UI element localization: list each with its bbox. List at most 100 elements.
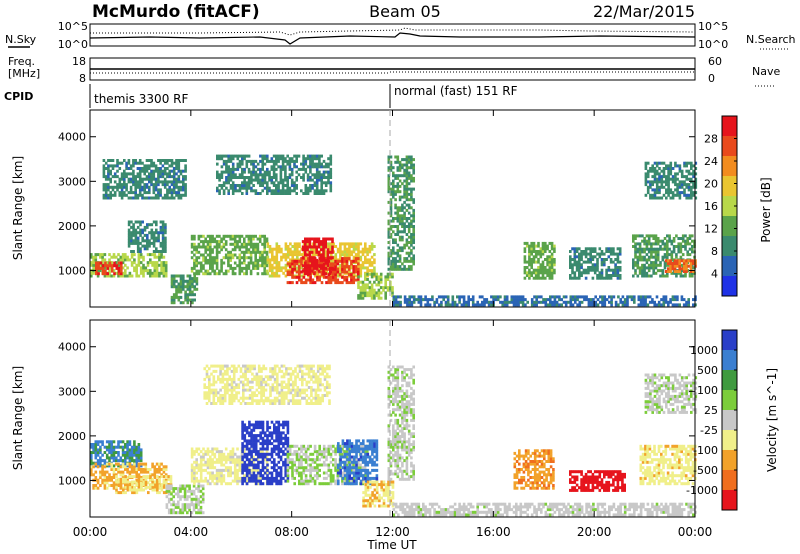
data-cell <box>202 447 205 451</box>
data-cell <box>108 253 111 257</box>
data-cell <box>229 474 232 478</box>
data-cell <box>652 247 655 251</box>
data-cell <box>186 298 190 302</box>
data-cell <box>377 288 381 292</box>
data-cell <box>211 264 214 268</box>
data-cell <box>155 263 159 267</box>
data-cell <box>193 482 196 486</box>
data-cell <box>211 258 214 262</box>
data-cell <box>172 295 176 299</box>
data-cell <box>616 255 620 259</box>
data-cell <box>660 180 664 184</box>
data-cell <box>231 256 235 260</box>
data-cell <box>598 255 602 259</box>
data-cell <box>268 176 271 179</box>
data-cell <box>172 500 175 504</box>
data-cell <box>687 303 690 307</box>
data-cell <box>249 269 253 273</box>
data-cell <box>550 274 554 277</box>
data-cell <box>396 265 400 269</box>
data-cell <box>224 447 228 451</box>
data-cell <box>551 303 554 307</box>
data-cell <box>694 183 698 187</box>
data-cell <box>304 259 308 263</box>
data-cell <box>128 470 132 474</box>
data-cell <box>279 189 283 193</box>
data-cell <box>449 303 452 307</box>
data-cell <box>263 261 266 265</box>
data-cell <box>384 291 387 295</box>
data-cell <box>275 250 279 254</box>
data-cell <box>222 242 226 246</box>
data-cell <box>311 154 314 158</box>
data-cell <box>148 231 151 235</box>
data-cell <box>184 175 187 179</box>
data-cell <box>598 247 602 251</box>
data-cell <box>550 276 554 280</box>
data-cell <box>94 451 98 454</box>
data-cell <box>229 178 233 182</box>
data-cell <box>197 261 201 265</box>
data-cell <box>652 234 655 238</box>
data-cell <box>389 203 393 207</box>
data-cell <box>201 487 205 491</box>
data-cell <box>209 455 212 459</box>
data-cell <box>603 295 607 299</box>
data-cell <box>284 253 288 257</box>
data-cell <box>126 464 129 468</box>
data-cell <box>243 272 246 276</box>
data-cell <box>674 164 677 168</box>
data-cell <box>304 245 307 249</box>
data-cell <box>394 300 398 304</box>
data-cell <box>266 261 270 265</box>
data-cell <box>195 447 198 451</box>
data-cell <box>322 275 326 279</box>
data-cell <box>155 228 158 232</box>
data-cell <box>341 250 344 254</box>
data-cell <box>646 191 650 195</box>
data-cell <box>247 250 251 254</box>
data-cell <box>249 261 253 265</box>
data-cell <box>582 252 586 256</box>
data-cell <box>318 176 321 179</box>
data-cell <box>96 269 100 273</box>
data-cell <box>99 253 102 257</box>
data-cell <box>304 278 308 282</box>
data-cell <box>424 303 427 307</box>
data-cell <box>398 238 402 242</box>
data-cell <box>617 295 620 299</box>
data-cell <box>641 255 644 259</box>
data-cell <box>153 269 157 273</box>
data-cell <box>186 505 189 509</box>
data-cell <box>329 266 332 270</box>
data-cell <box>548 263 552 267</box>
data-cell <box>288 189 292 193</box>
data-cell <box>412 211 415 215</box>
data-cell <box>389 267 393 271</box>
data-cell <box>347 257 351 261</box>
data-cell <box>163 169 167 173</box>
data-cell <box>541 271 545 275</box>
data-cell <box>320 181 323 185</box>
data-cell <box>202 234 205 238</box>
data-cell <box>605 274 608 277</box>
data-cell <box>580 250 583 253</box>
data-cell <box>133 470 136 474</box>
data-cell <box>398 214 402 218</box>
data-cell <box>399 295 402 299</box>
data-cell <box>399 303 402 307</box>
data-cell <box>676 191 679 195</box>
data-cell <box>158 480 161 484</box>
data-cell <box>256 474 260 478</box>
data-cell <box>160 475 164 479</box>
data-cell <box>405 176 409 180</box>
data-cell <box>256 261 260 265</box>
data-cell <box>150 233 154 237</box>
data-cell <box>361 288 365 292</box>
data-cell <box>410 163 413 167</box>
data-cell <box>539 263 543 267</box>
data-cell <box>405 182 409 186</box>
data-cell <box>300 162 303 166</box>
data-cell <box>316 275 319 279</box>
data-cell <box>655 295 659 299</box>
